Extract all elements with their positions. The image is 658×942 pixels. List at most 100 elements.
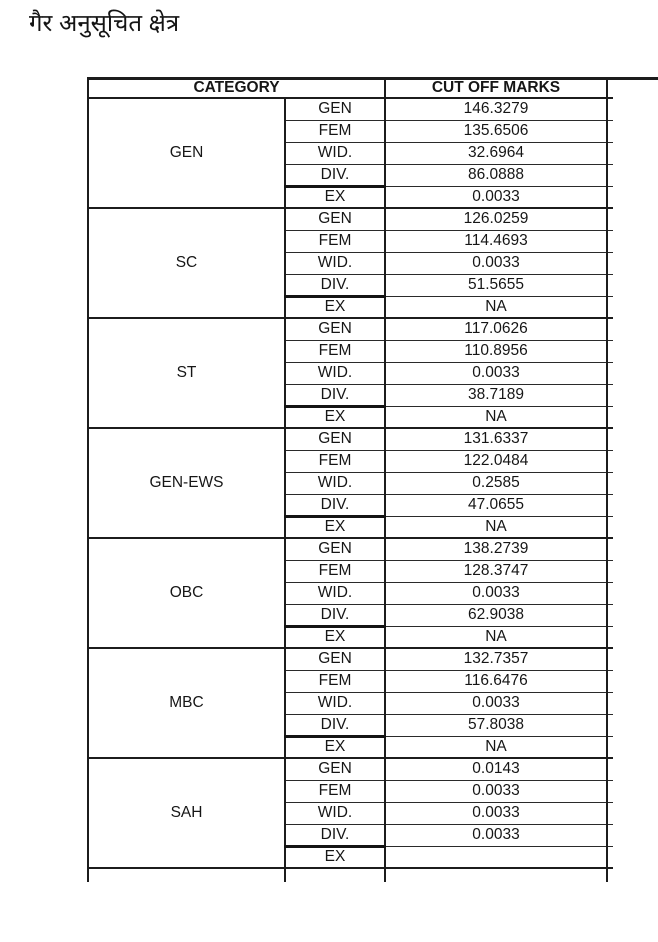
category-cell: GEN bbox=[87, 98, 286, 208]
subcategory-cell: EX bbox=[285, 404, 386, 429]
category-cell: SC bbox=[87, 208, 286, 318]
subcategory-cell: WID. bbox=[285, 251, 386, 275]
value-cell: 0.0033 bbox=[385, 361, 608, 385]
row-line-stub bbox=[607, 735, 613, 759]
row-line-stub bbox=[607, 845, 613, 869]
subcategory-cell: GEN bbox=[285, 97, 386, 121]
row-line-stub bbox=[607, 669, 613, 693]
subcategory-cell: FEM bbox=[285, 449, 386, 473]
subcategory-cell: EX bbox=[285, 514, 386, 539]
value-cell: NA bbox=[385, 405, 608, 429]
value-cell: NA bbox=[385, 295, 608, 319]
row-line-stub bbox=[607, 97, 613, 121]
category-cell: SAH bbox=[87, 758, 286, 868]
row-line-stub bbox=[607, 207, 613, 231]
table-row: EX bbox=[88, 844, 613, 869]
row-line-stub bbox=[607, 691, 613, 715]
subcategory-cell: FEM bbox=[285, 669, 386, 693]
row-line-stub bbox=[607, 625, 613, 649]
subcategory-cell: GEN bbox=[285, 757, 386, 781]
row-line-stub bbox=[607, 383, 613, 407]
category-section-sah: SAH GEN 0.0143 FEM 0.0033 WID. 0.0033 DI… bbox=[87, 757, 613, 869]
value-cell: 0.0033 bbox=[385, 779, 608, 803]
value-cell: 0.0033 bbox=[385, 185, 608, 209]
row-line-stub bbox=[607, 339, 613, 363]
subcategory-cell: GEN bbox=[285, 427, 386, 451]
subcategory-cell: DIV. bbox=[285, 713, 386, 737]
row-line-stub bbox=[607, 868, 613, 882]
subcategory-cell: GEN bbox=[285, 317, 386, 341]
category-cell bbox=[87, 868, 286, 882]
table-row: GEN GEN 146.3279 bbox=[87, 97, 613, 208]
value-cell: 126.0259 bbox=[385, 207, 608, 231]
table-row: FEM 0.0033 bbox=[88, 779, 613, 803]
subcategory-cell: WID. bbox=[285, 141, 386, 165]
table-row: DIV. 47.0655 bbox=[88, 493, 613, 517]
value-cell: 0.0033 bbox=[385, 581, 608, 605]
column-header-category: CATEGORY bbox=[87, 79, 386, 99]
category-section-obc: OBC GEN 138.2739 FEM 128.3747 WID. 0.003… bbox=[87, 537, 613, 649]
subcategory-cell: DIV. bbox=[285, 823, 386, 847]
value-cell: 114.4693 bbox=[385, 229, 608, 253]
value-cell: 138.2739 bbox=[385, 537, 608, 561]
row-line-stub bbox=[607, 185, 613, 209]
table-row bbox=[87, 867, 613, 882]
subcategory-cell: EX bbox=[285, 294, 386, 319]
category-cell: OBC bbox=[87, 538, 286, 648]
subcategory-cell: DIV. bbox=[285, 383, 386, 407]
category-section-gen-ews: GEN-EWS GEN 131.6337 FEM 122.0484 WID. 0… bbox=[87, 427, 613, 539]
table-row: DIV. 62.9038 bbox=[88, 603, 613, 627]
subcategory-cell: DIV. bbox=[285, 163, 386, 187]
row-line-stub bbox=[607, 119, 613, 143]
value-cell: 0.2585 bbox=[385, 471, 608, 495]
value-cell: 116.6476 bbox=[385, 669, 608, 693]
row-line-stub bbox=[607, 801, 613, 825]
category-cell: MBC bbox=[87, 648, 286, 758]
row-line-stub bbox=[607, 559, 613, 583]
value-cell: 47.0655 bbox=[385, 493, 608, 517]
value-cell: 110.8956 bbox=[385, 339, 608, 363]
value-cell: 51.5655 bbox=[385, 273, 608, 297]
table-row: EX NA bbox=[88, 514, 613, 539]
subcategory-cell: DIV. bbox=[285, 273, 386, 297]
row-line-stub bbox=[607, 823, 613, 847]
value-cell: 86.0888 bbox=[385, 163, 608, 187]
row-line-stub bbox=[607, 713, 613, 737]
header-row: CATEGORY CUT OFF MARKS bbox=[87, 79, 613, 99]
subcategory-cell: FEM bbox=[285, 339, 386, 363]
subcategory-cell: DIV. bbox=[285, 493, 386, 517]
page-title: गैर अनुसूचित क्षेत्र bbox=[29, 10, 180, 37]
subcategory-cell: WID. bbox=[285, 581, 386, 605]
table-row: DIV. 86.0888 bbox=[88, 163, 613, 187]
table-row: WID. 0.2585 bbox=[88, 471, 613, 495]
table-row: WID. 32.6964 bbox=[88, 141, 613, 165]
cutoff-table: CATEGORY CUT OFF MARKS GEN GEN 146.3279 … bbox=[87, 79, 613, 882]
table-row: MBC GEN 132.7357 bbox=[87, 647, 613, 758]
table-header: CATEGORY CUT OFF MARKS bbox=[87, 79, 613, 99]
category-section-st: ST GEN 117.0626 FEM 110.8956 WID. 0.0033… bbox=[87, 317, 613, 429]
row-line-stub bbox=[607, 449, 613, 473]
row-line-stub bbox=[607, 251, 613, 275]
value-cell: 135.6506 bbox=[385, 119, 608, 143]
row-line-stub bbox=[607, 515, 613, 539]
next-section-partial bbox=[87, 867, 613, 882]
row-line-stub bbox=[607, 493, 613, 517]
table-row: GEN-EWS GEN 131.6337 bbox=[87, 427, 613, 538]
value-cell: 32.6964 bbox=[385, 141, 608, 165]
subcategory-cell: GEN bbox=[285, 207, 386, 231]
row-line-stub bbox=[607, 581, 613, 605]
row-line-stub bbox=[607, 317, 613, 341]
subcategory-cell: GEN bbox=[285, 537, 386, 561]
table-row: FEM 110.8956 bbox=[88, 339, 613, 363]
category-cell: GEN-EWS bbox=[87, 428, 286, 538]
table-row: DIV. 0.0033 bbox=[88, 823, 613, 847]
row-line-stub bbox=[607, 779, 613, 803]
value-cell: 62.9038 bbox=[385, 603, 608, 627]
table-row: WID. 0.0033 bbox=[88, 801, 613, 825]
value-cell: 132.7357 bbox=[385, 647, 608, 671]
subcategory-cell: EX bbox=[285, 624, 386, 649]
value-cell: 0.0033 bbox=[385, 801, 608, 825]
table-row: FEM 128.3747 bbox=[88, 559, 613, 583]
row-line-stub bbox=[607, 361, 613, 385]
table-row: OBC GEN 138.2739 bbox=[87, 537, 613, 648]
